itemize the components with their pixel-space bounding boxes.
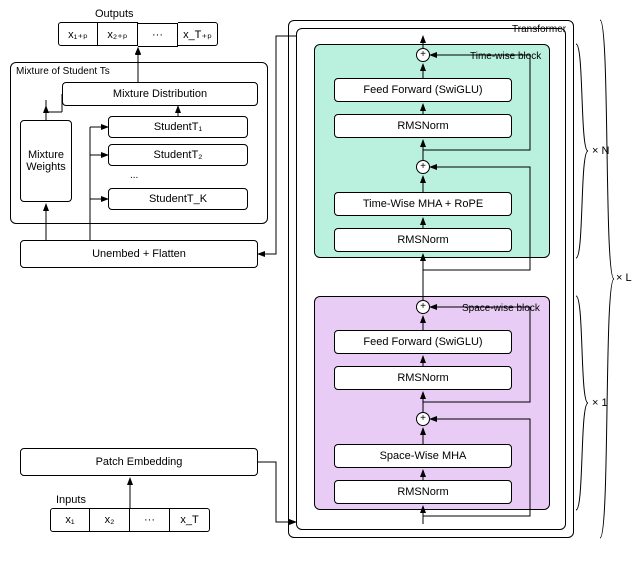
outputs-row: x₁₊ₚx₂₊ₚ···x_T₊ₚ — [58, 22, 218, 47]
input-cell: x₂ — [90, 508, 130, 532]
repeat-N: × N — [592, 145, 609, 157]
outputs-label: Outputs — [95, 8, 134, 20]
input-cell: ··· — [130, 508, 170, 532]
student-dots: ... — [130, 170, 138, 181]
output-cell: x_T₊ₚ — [178, 22, 218, 46]
space-norm1: RMSNorm — [334, 366, 512, 390]
input-cell: x₁ — [50, 508, 90, 532]
space-mha: Space-Wise MHA — [334, 444, 512, 468]
student-box: StudentT₁ — [108, 116, 248, 138]
time-block-label: Time-wise block — [470, 51, 541, 62]
time-ff: Feed Forward (SwiGLU) — [334, 78, 512, 102]
space-block-label: Space-wise block — [462, 303, 540, 314]
mixture-group-label: Mixture of Student Ts — [16, 66, 110, 77]
inputs-row: x₁x₂···x_T — [50, 508, 210, 532]
time-wise-block — [314, 44, 550, 258]
inputs-label: Inputs — [56, 494, 86, 506]
time-norm2: RMSNorm — [334, 228, 512, 252]
repeat-L: × L — [616, 272, 632, 284]
add-node: + — [416, 160, 430, 174]
transformer-label: Transformer — [512, 24, 566, 35]
output-cell: x₁₊ₚ — [58, 22, 98, 46]
add-node: + — [416, 300, 430, 314]
time-mha: Time-Wise MHA + RoPE — [334, 192, 512, 216]
output-cell: ··· — [138, 23, 178, 47]
patch-embedding: Patch Embedding — [20, 448, 258, 476]
space-ff: Feed Forward (SwiGLU) — [334, 330, 512, 354]
add-node: + — [416, 48, 430, 62]
space-wise-block — [314, 296, 550, 510]
student-box: StudentT₂ — [108, 144, 248, 166]
mixture-weights: Mixture Weights — [20, 120, 72, 202]
output-cell: x₂₊ₚ — [98, 22, 138, 46]
input-cell: x_T — [170, 508, 210, 532]
mixture-distribution: Mixture Distribution — [62, 82, 258, 106]
add-node: + — [416, 412, 430, 426]
student-box: StudentT_K — [108, 188, 248, 210]
repeat-1: × 1 — [592, 397, 608, 409]
unembed-flatten: Unembed + Flatten — [20, 240, 258, 268]
time-norm1: RMSNorm — [334, 114, 512, 138]
space-norm2: RMSNorm — [334, 480, 512, 504]
